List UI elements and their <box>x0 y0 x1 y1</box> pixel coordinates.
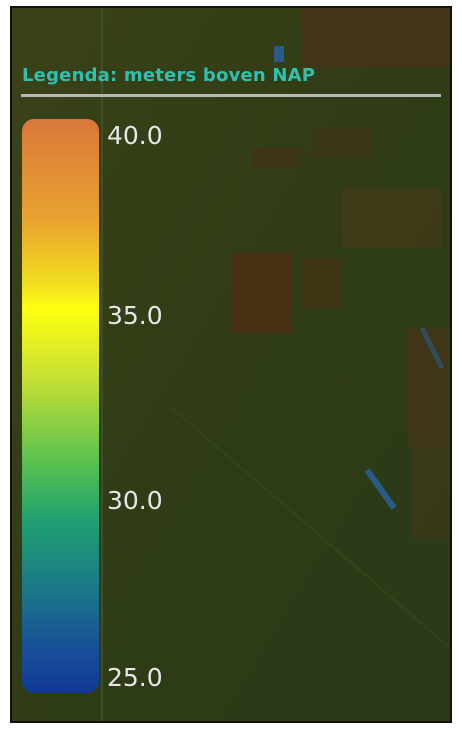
terrain-patch <box>312 128 372 158</box>
terrain-patch <box>342 188 442 248</box>
terrain-low-strip <box>364 468 397 510</box>
elevation-colorbar <box>22 119 99 693</box>
colorbar-label-min: 25.0 <box>107 663 163 692</box>
terrain-low-strip <box>419 326 445 370</box>
field-line <box>171 407 450 649</box>
terrain-patch <box>232 253 292 333</box>
terrain-low-spot <box>274 46 284 62</box>
legend-title-divider <box>21 94 441 97</box>
colorbar-label-max: 40.0 <box>107 121 163 150</box>
terrain-patch <box>252 148 302 168</box>
terrain-patch <box>302 258 342 308</box>
legend-title: Legenda: meters boven NAP <box>22 65 316 86</box>
map-frame: Legenda: meters boven NAP 40.0 35.0 30.0… <box>10 6 452 723</box>
colorbar-label-30: 30.0 <box>107 486 163 515</box>
terrain-patch <box>412 448 450 538</box>
colorbar-label-35: 35.0 <box>107 301 163 330</box>
terrain-patch <box>407 328 450 448</box>
terrain-patch <box>302 8 450 68</box>
